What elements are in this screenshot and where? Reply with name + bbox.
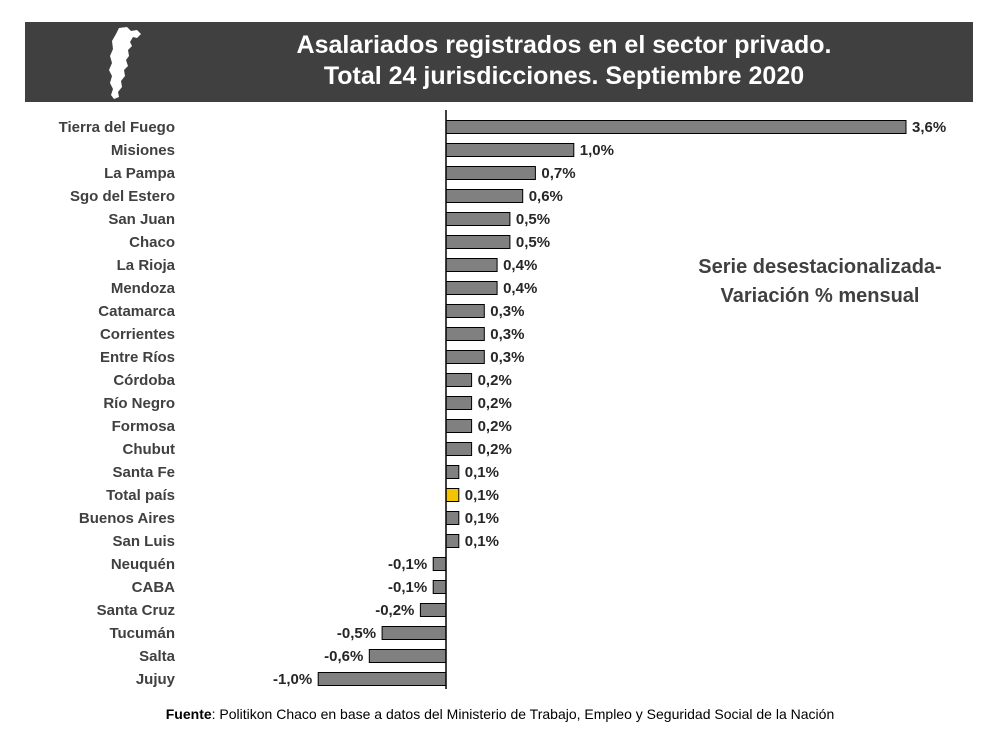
data-label-7: 0,4% <box>503 280 537 297</box>
category-label-19: Neuquén <box>111 556 175 573</box>
bar-12 <box>445 396 473 410</box>
data-label-20: -0,1% <box>388 579 427 596</box>
bar-19 <box>432 557 447 571</box>
data-label-15: 0,1% <box>465 464 499 481</box>
data-label-6: 0,4% <box>503 257 537 274</box>
bar-24 <box>317 672 447 686</box>
category-label-12: Río Negro <box>103 395 175 412</box>
bar-3 <box>445 189 524 203</box>
data-label-1: 1,0% <box>580 142 614 159</box>
category-label-5: Chaco <box>129 234 175 251</box>
category-label-2: La Pampa <box>104 165 176 182</box>
category-label-3: Sgo del Estero <box>70 188 175 205</box>
category-label-7: Mendoza <box>111 280 176 297</box>
bar-5 <box>445 235 511 249</box>
data-label-9: 0,3% <box>490 326 524 343</box>
bar-6 <box>445 258 498 272</box>
category-label-24: Jujuy <box>136 671 176 688</box>
category-label-6: La Rioja <box>117 257 176 274</box>
category-label-11: Córdoba <box>113 372 175 389</box>
data-label-19: -0,1% <box>388 556 427 573</box>
data-label-12: 0,2% <box>478 395 512 412</box>
category-label-9: Corrientes <box>100 326 175 343</box>
series-note-line-2: Variación % mensual <box>720 285 920 307</box>
data-label-17: 0,1% <box>465 510 499 527</box>
data-label-2: 0,7% <box>541 165 575 182</box>
category-label-23: Salta <box>139 648 176 665</box>
bar-13 <box>445 419 473 433</box>
category-label-14: Chubut <box>123 441 175 458</box>
data-label-16: 0,1% <box>465 487 499 504</box>
category-label-22: Tucumán <box>109 625 175 642</box>
title-line-2: Total 24 jurisdicciones. Septiembre 2020 <box>323 62 805 90</box>
bar-7 <box>445 281 498 295</box>
source-text: : Politikon Chaco en base a datos del Mi… <box>211 706 835 722</box>
data-label-11: 0,2% <box>478 372 512 389</box>
bar-15 <box>445 465 460 479</box>
category-label-16: Total país <box>106 487 175 504</box>
data-label-4: 0,5% <box>516 211 550 228</box>
bar-18 <box>445 534 460 548</box>
bar-4 <box>445 212 511 226</box>
data-label-22: -0,5% <box>337 625 376 642</box>
category-label-18: San Luis <box>112 533 175 550</box>
page-title: Asalariados registrados en el sector pri… <box>175 30 953 92</box>
bar-16 <box>445 488 460 502</box>
series-note-line-1: Serie desestacionalizada- <box>698 256 942 278</box>
bar-8 <box>445 304 485 318</box>
title-line-1: Asalariados registrados en el sector pri… <box>296 31 832 59</box>
bar-1 <box>445 143 575 157</box>
argentina-map-icon <box>109 27 141 99</box>
bar-10 <box>445 350 485 364</box>
bar-14 <box>445 442 473 456</box>
category-label-4: San Juan <box>108 211 175 228</box>
data-label-14: 0,2% <box>478 441 512 458</box>
bar-22 <box>381 626 447 640</box>
data-label-10: 0,3% <box>490 349 524 366</box>
bar-2 <box>445 166 536 180</box>
data-label-3: 0,6% <box>529 188 563 205</box>
source-label: Fuente <box>165 706 212 722</box>
bar-17 <box>445 511 460 525</box>
data-label-24: -1,0% <box>273 671 312 688</box>
bar-chart: Tierra del Fuego 3,6% Misiones 1,0% La Pampa… <box>59 110 946 689</box>
bar-23 <box>368 649 447 663</box>
category-label-8: Catamarca <box>98 303 175 320</box>
category-label-0: Tierra del Fuego <box>59 119 175 136</box>
source-note: Fuente: Politikon Chaco en base a datos … <box>0 706 1000 722</box>
bar-9 <box>445 327 485 341</box>
bar-0 <box>445 120 907 134</box>
data-label-5: 0,5% <box>516 234 550 251</box>
category-label-20: CABA <box>132 579 175 596</box>
category-label-13: Formosa <box>112 418 176 435</box>
category-label-21: Santa Cruz <box>97 602 175 619</box>
category-label-1: Misiones <box>111 142 175 159</box>
data-label-8: 0,3% <box>490 303 524 320</box>
data-label-21: -0,2% <box>375 602 414 619</box>
data-label-13: 0,2% <box>478 418 512 435</box>
title-banner: Asalariados registrados en el sector pri… <box>25 22 973 102</box>
bar-11 <box>445 373 473 387</box>
category-label-10: Entre Ríos <box>100 349 175 366</box>
category-label-17: Buenos Aires <box>79 510 175 527</box>
data-label-0: 3,6% <box>912 119 946 136</box>
data-label-18: 0,1% <box>465 533 499 550</box>
data-label-23: -0,6% <box>324 648 363 665</box>
bar-21 <box>419 603 447 617</box>
category-label-15: Santa Fe <box>112 464 175 481</box>
bar-20 <box>432 580 447 594</box>
series-note: Serie desestacionalizada- Variación % me… <box>650 253 990 311</box>
